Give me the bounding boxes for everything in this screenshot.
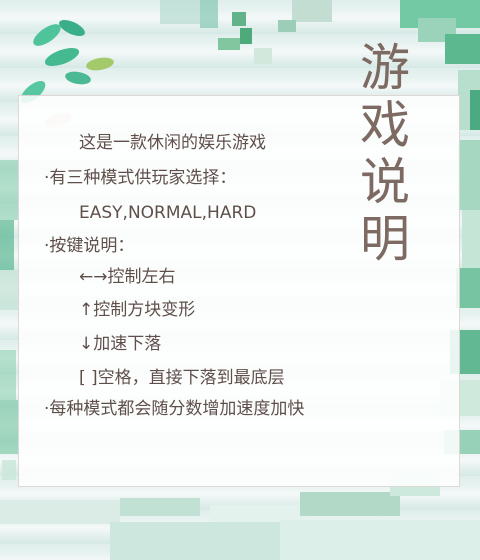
instruction-card (18, 95, 460, 487)
arrow-controls-row: ←→控制左右 (79, 267, 176, 287)
up-arrow-text: ↑控制方块变形 (79, 300, 196, 320)
space-key-text: [ ]空格，直接下落到最底层 (79, 368, 285, 388)
speed-controls-row: ↓加速下落 (79, 334, 161, 354)
space-controls-row: [ ]空格，直接下落到最底层 (79, 368, 285, 388)
speed-note: ·每种模式都会随分数增加速度加快 (44, 399, 305, 419)
controls-heading: ·按键说明： (44, 236, 135, 256)
flower-icon (400, 0, 480, 130)
intro-text: 这是一款休闲的娱乐游戏 (79, 133, 266, 153)
rotate-controls-row: ↑控制方块变形 (79, 300, 195, 320)
mode-heading: ·有三种模式供玩家选择： (44, 168, 237, 188)
left-right-arrow-text: ←→控制左右 (79, 267, 176, 287)
page-title: 游戏 说明 (360, 39, 410, 268)
down-arrow-text: ↓加速下落 (79, 334, 162, 354)
mode-list: EASY,NORMAL,HARD (79, 203, 257, 223)
